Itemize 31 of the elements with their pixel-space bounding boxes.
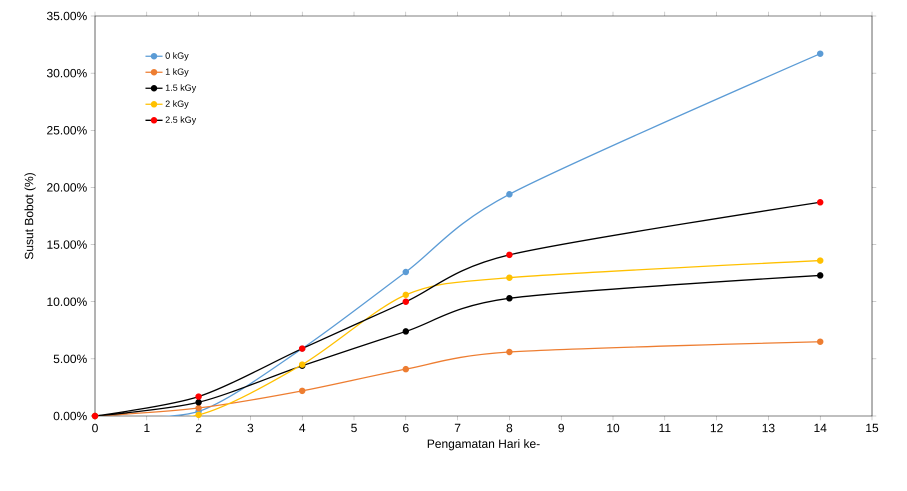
x-tick-label: 5 (351, 424, 357, 432)
legend-label: 2 kGy (166, 100, 189, 109)
x-tick-label: 13 (762, 424, 775, 432)
x-tick-label: 2 (196, 424, 202, 432)
x-tick-label: 0 (92, 424, 98, 432)
legend-label: 1 kGy (166, 68, 189, 77)
legend-label: 1.5 kGy (166, 84, 196, 93)
y-axis-title: Susut Bobot (%) (24, 173, 36, 260)
x-tick-label: 8 (506, 424, 512, 432)
x-tick-label: 6 (403, 424, 409, 432)
x-tick-label: 1 (144, 424, 150, 432)
x-tick-label: 11 (659, 424, 670, 432)
legend-label: 0 kGy (166, 52, 189, 61)
x-tick-label: 7 (454, 424, 460, 432)
y-tick-label: 15.00% (47, 240, 87, 249)
y-tick-label: 20.00% (47, 183, 87, 192)
y-tick-label: 0.00% (54, 412, 87, 420)
legend-label: 2.5 kGy (166, 116, 196, 125)
y-tick-label: 35.00% (46, 12, 87, 20)
x-tick-label: 15 (866, 424, 878, 432)
y-tick-label: 25.00% (47, 126, 87, 135)
y-tick-label: 30.00% (46, 68, 87, 78)
x-tick-label: 12 (710, 424, 723, 432)
x-axis-title: Pengamatan Hari ke- (428, 439, 540, 450)
x-tick-label: 14 (814, 424, 827, 432)
x-tick-label: 9 (558, 424, 564, 432)
x-tick-label: 4 (299, 424, 306, 432)
y-tick-label: 10.00% (47, 297, 87, 306)
x-tick-label: 10 (607, 424, 620, 432)
y-tick-label: 5.00% (54, 354, 87, 364)
x-tick-label: 3 (248, 424, 254, 432)
